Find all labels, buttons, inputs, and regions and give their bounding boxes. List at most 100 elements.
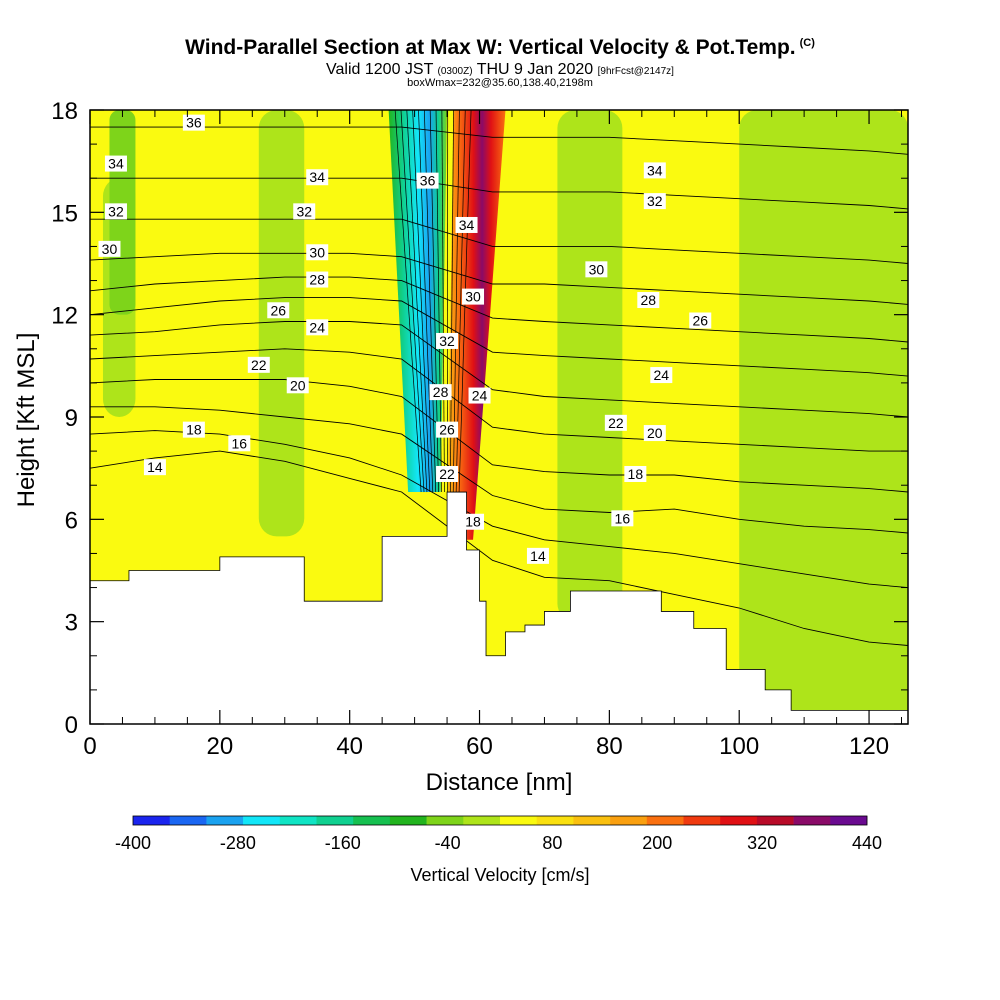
contour-label-bg xyxy=(436,421,459,438)
contour-label-bg xyxy=(436,332,459,349)
weak-downdraft-region xyxy=(739,110,908,724)
contour-label-text: 34 xyxy=(309,169,325,185)
contour-label-bg xyxy=(429,384,452,401)
x-tick-label: 80 xyxy=(596,733,623,760)
contour-label-bg xyxy=(643,425,666,442)
chart-subtitle: Valid 1200 JST (0300Z) THU 9 Jan 2020 [9… xyxy=(0,61,1000,79)
title-text: Wind-Parallel Section at Max W: Vertical… xyxy=(185,36,796,59)
x-tick-label: 40 xyxy=(336,733,363,760)
contour-label-text: 20 xyxy=(647,425,663,441)
contour-label-bg xyxy=(689,312,712,329)
colorbar-swatch xyxy=(389,816,427,825)
contour-label-bg xyxy=(643,193,666,210)
contour-label-text: 16 xyxy=(615,510,631,526)
contour-label: 20 xyxy=(643,425,666,442)
contour-label-bg xyxy=(182,421,205,438)
y-tick-label: 18 xyxy=(51,98,78,125)
colorbar-tick-label: -280 xyxy=(220,833,256,853)
contour-label-bg xyxy=(182,114,205,131)
x-axis-label: Distance [nm] xyxy=(426,769,573,796)
colorbar-swatch xyxy=(279,816,317,825)
contour-label-text: 30 xyxy=(102,241,118,257)
contour-label-text: 28 xyxy=(433,384,449,400)
contour-label-text: 28 xyxy=(309,272,325,288)
contour-label: 22 xyxy=(247,356,270,373)
contour-label: 30 xyxy=(585,261,608,278)
colorbar-swatch xyxy=(243,816,281,825)
theta-contour-24 xyxy=(90,321,908,418)
y-tick-label: 0 xyxy=(65,712,78,739)
forecast-info: [9hrFcst@2147z] xyxy=(597,66,674,77)
contour-label: 16 xyxy=(611,510,634,527)
contour-label: 30 xyxy=(306,244,329,261)
contour-label-text: 36 xyxy=(420,173,436,189)
colorbar-label: Vertical Velocity [cm/s] xyxy=(410,865,589,885)
plume-contour xyxy=(394,110,422,493)
contour-label-bg xyxy=(306,244,329,261)
colorbar-tick-label: 80 xyxy=(542,833,562,853)
contour-label-bg xyxy=(286,377,309,394)
valid-utc: (0300Z) xyxy=(437,66,473,77)
contour-label-bg xyxy=(98,240,121,257)
y-tick-label: 3 xyxy=(65,610,78,637)
contour-label: 34 xyxy=(643,162,666,179)
contour-label-bg xyxy=(624,465,647,482)
valid-day: THU 9 Jan 2020 xyxy=(476,61,594,78)
contour-label-text: 14 xyxy=(147,459,163,475)
box-info: boxWmax=232@35.60,138.40,2198m xyxy=(407,77,593,89)
chart-title: Wind-Parallel Section at Max W: Vertical… xyxy=(0,36,1000,60)
contour-label-bg xyxy=(462,288,485,305)
contour-label-text: 22 xyxy=(251,357,267,373)
x-tick-label: 120 xyxy=(849,733,889,760)
contour-label: 20 xyxy=(286,377,309,394)
y-tick-label: 9 xyxy=(65,405,78,432)
colorbar-swatch xyxy=(206,816,244,825)
contour-label: 26 xyxy=(267,302,290,319)
contour-label-bg xyxy=(455,216,478,233)
contour-label: 22 xyxy=(436,465,459,482)
colorbar-swatch xyxy=(610,816,648,825)
contour-label-bg xyxy=(416,172,439,189)
x-tick-label: 0 xyxy=(83,733,96,760)
colorbar-tick-label: -160 xyxy=(325,833,361,853)
contour-label-text: 26 xyxy=(439,422,455,438)
contour-label-text: 16 xyxy=(232,435,248,451)
contour-label-text: 20 xyxy=(290,377,306,393)
theta-contour-22 xyxy=(90,348,908,452)
colorbar-tick-label: -40 xyxy=(435,833,461,853)
y-tick-label: 12 xyxy=(51,303,78,330)
weak-downdraft-region xyxy=(258,110,305,537)
contour-label: 24 xyxy=(468,387,491,404)
x-tick-label: 100 xyxy=(719,733,759,760)
contour-label-text: 34 xyxy=(647,162,663,178)
theta-contour-18 xyxy=(90,406,908,534)
contour-label: 26 xyxy=(689,312,712,329)
y-tick-label: 6 xyxy=(65,507,78,534)
theta-contour-20 xyxy=(90,379,908,493)
colorbar: -400 -280 -160 -40 80 200 320 440 xyxy=(115,815,882,853)
contour-label: 26 xyxy=(436,421,459,438)
colorbar-swatch xyxy=(500,816,537,825)
contour-label-text: 22 xyxy=(439,466,455,482)
plume-contour xyxy=(406,110,428,493)
contour-label: 34 xyxy=(306,169,329,186)
colorbar-swatch xyxy=(573,816,611,825)
contour-label-bg xyxy=(306,169,329,186)
contour-label-text: 34 xyxy=(459,217,475,233)
contour-label: 16 xyxy=(228,435,251,452)
contour-label: 24 xyxy=(650,367,673,384)
contour-label-bg xyxy=(462,513,485,530)
contour-label: 36 xyxy=(416,172,439,189)
theta-contour-30 xyxy=(90,252,908,305)
contour-label-bg xyxy=(643,162,666,179)
colorbar-swatch xyxy=(169,816,207,825)
contour-label: 32 xyxy=(104,203,127,220)
theta-contour-36 xyxy=(90,126,908,155)
theta-contour-14 xyxy=(90,450,908,646)
contour-label-bg xyxy=(436,465,459,482)
colorbar-tick-label: 320 xyxy=(747,833,777,853)
contour-label-text: 22 xyxy=(608,415,624,431)
contour-label-text: 24 xyxy=(654,367,670,383)
contour-label-text: 26 xyxy=(692,312,708,328)
contour-label: 28 xyxy=(429,384,452,401)
